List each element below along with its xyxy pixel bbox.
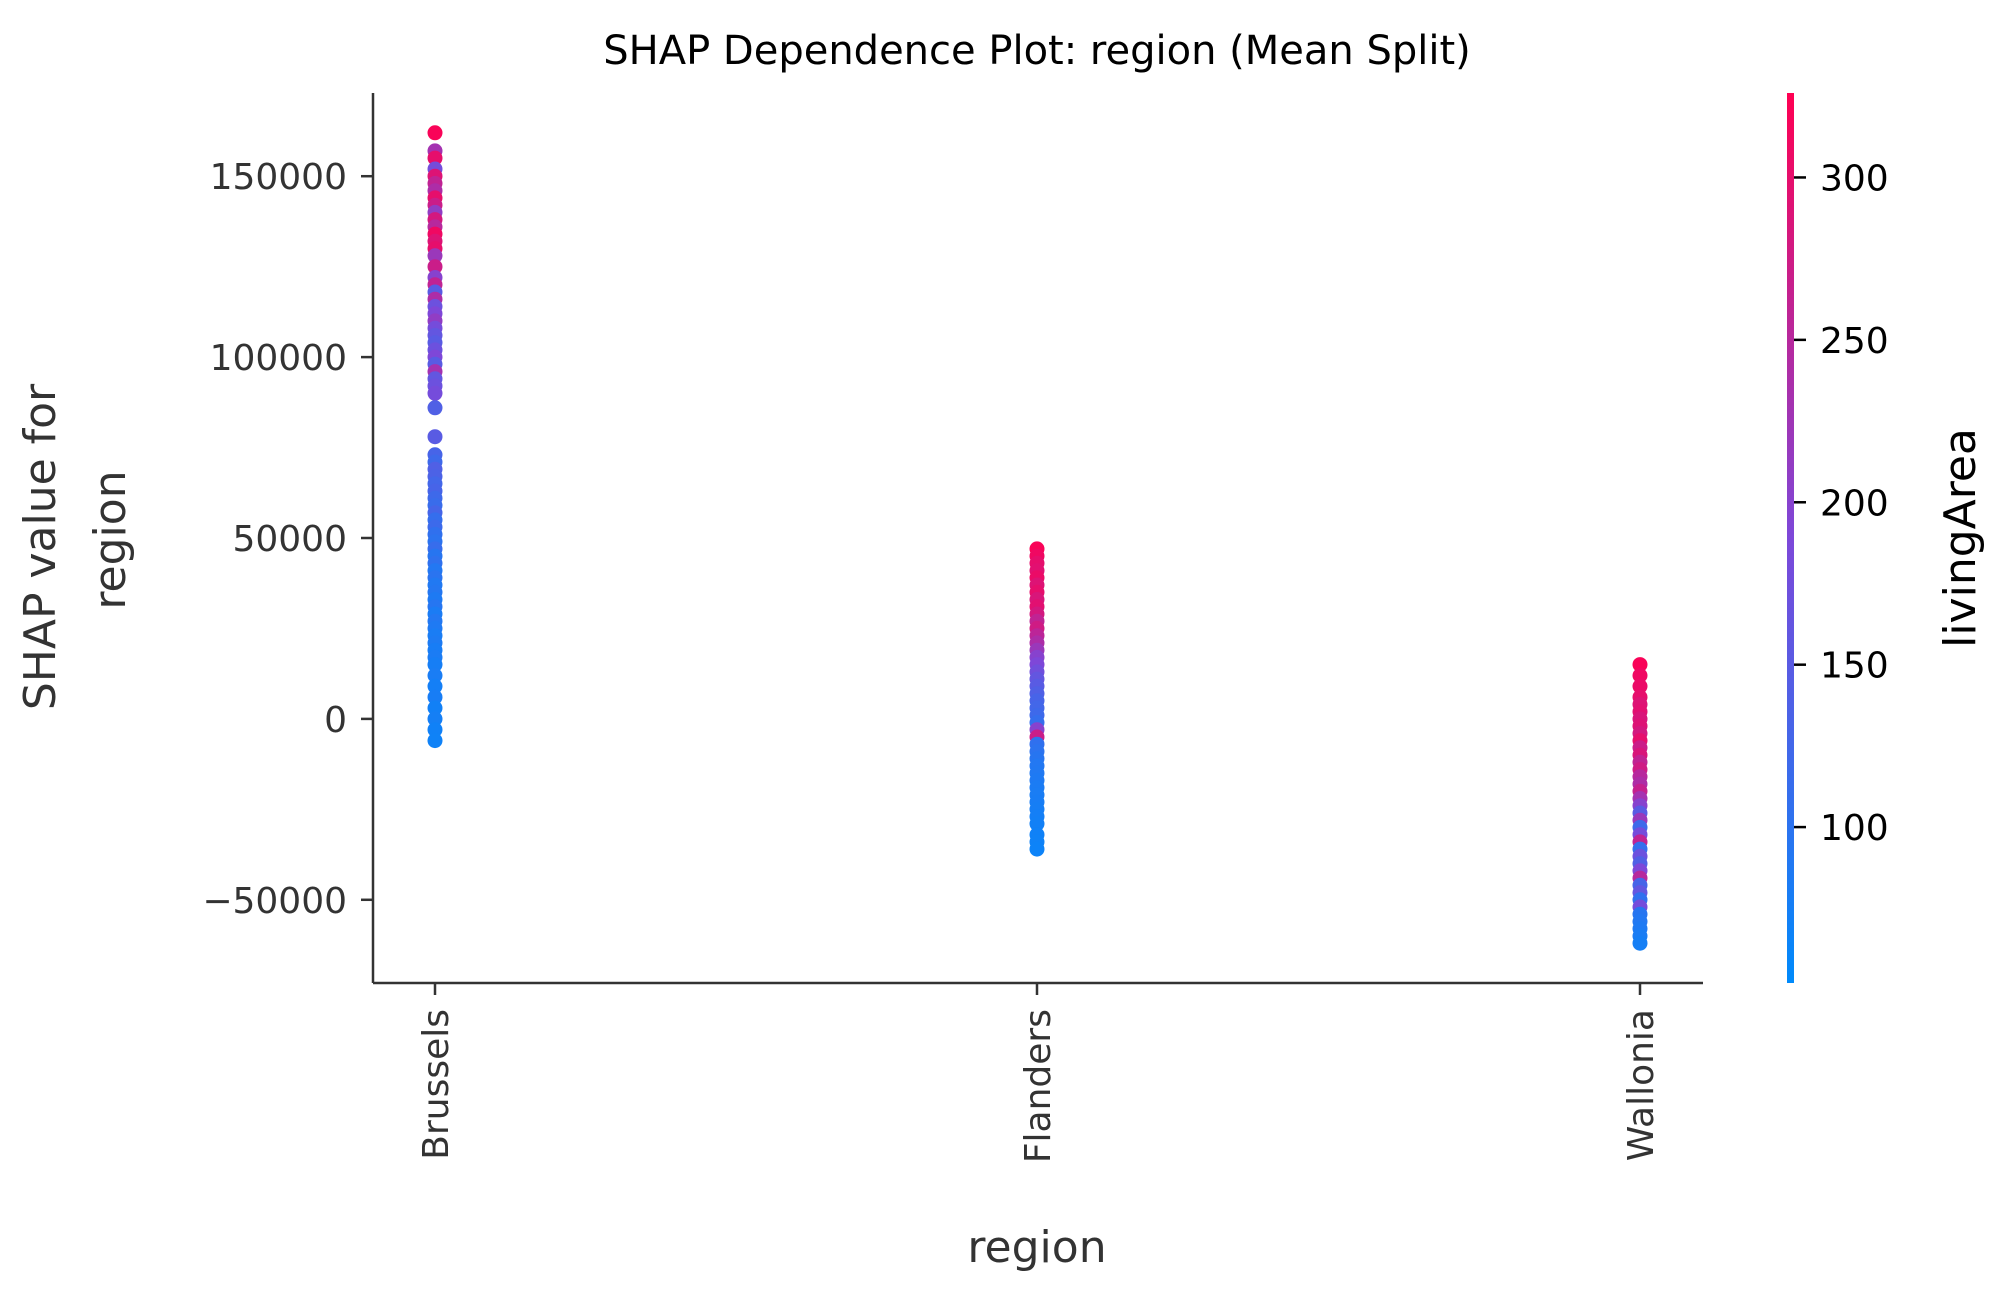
colorbar-label: livingArea	[1935, 428, 1986, 648]
data-point-brussels	[427, 657, 443, 673]
data-point-brussels	[427, 429, 443, 445]
data-point-brussels	[427, 400, 443, 416]
y-tick-label: 100000	[210, 338, 347, 379]
data-point-brussels	[427, 385, 443, 401]
data-point-brussels	[427, 678, 443, 694]
data-point-brussels	[427, 700, 443, 716]
points-layer	[427, 125, 1648, 951]
data-point-brussels	[427, 248, 443, 264]
data-point-wallonia	[1632, 678, 1648, 694]
y-axis-label-line-2: region	[85, 470, 136, 609]
data-point-brussels	[427, 259, 443, 275]
y-tick-label: 150000	[210, 157, 347, 198]
colorbar-tick-label: 150	[1820, 646, 1889, 687]
y-tick-label: −50000	[202, 881, 347, 922]
data-point-brussels	[427, 711, 443, 727]
y-ticks: −50000 0 50000 100000 150000	[202, 157, 373, 922]
y-axis-label-line-1: SHAP value for	[15, 383, 66, 710]
colorbar-tick-label: 250	[1820, 321, 1889, 362]
y-tick-label: 50000	[232, 519, 347, 560]
data-point-wallonia	[1632, 668, 1648, 683]
x-tick-label-wallonia: Wallonia	[1621, 1009, 1662, 1161]
data-point-brussels	[427, 689, 443, 705]
data-point-brussels	[427, 733, 443, 749]
y-axis-label: SHAP value for region	[15, 370, 136, 710]
colorbar-tick-label: 100	[1820, 808, 1889, 849]
data-point-brussels	[427, 668, 443, 683]
colorbar-tick-label: 300	[1820, 158, 1889, 199]
data-point-wallonia	[1632, 657, 1648, 673]
chart-title: SHAP Dependence Plot: region (Mean Split…	[603, 28, 1471, 74]
data-point-flanders	[1029, 816, 1045, 832]
data-point-flanders	[1029, 841, 1045, 857]
colorbar	[1787, 93, 1794, 983]
data-point-brussels	[427, 722, 443, 738]
x-tick-label-flanders: Flanders	[1018, 1009, 1059, 1163]
data-point-wallonia	[1632, 935, 1648, 951]
y-tick-label: 0	[324, 700, 347, 741]
data-point-brussels	[427, 125, 443, 141]
colorbar-ticks: 100 150 200 250 300	[1794, 158, 1889, 849]
colorbar-tick-label: 200	[1820, 483, 1889, 524]
data-point-brussels	[427, 150, 443, 166]
x-axis-label: region	[967, 1222, 1106, 1273]
x-ticks: Brussels Flanders Wallonia	[416, 983, 1662, 1163]
x-tick-label-brussels: Brussels	[416, 1009, 457, 1160]
